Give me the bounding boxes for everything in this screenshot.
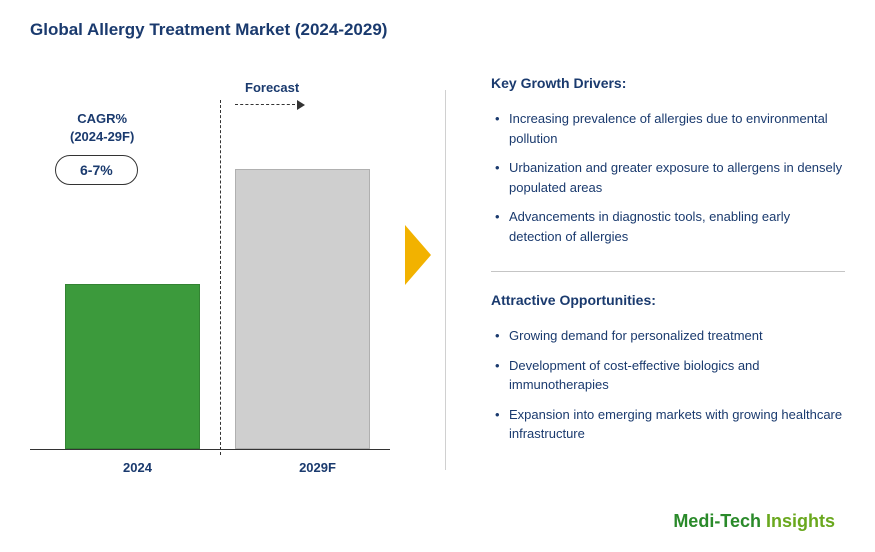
opportunities-heading: Attractive Opportunities:	[491, 292, 845, 308]
forecast-label: Forecast	[245, 80, 299, 95]
vertical-divider	[445, 90, 446, 470]
brand-logo: Medi-Tech Insights	[673, 511, 835, 532]
bar-chart	[30, 130, 390, 450]
opportunities-list: Growing demand for personalized treatmen…	[491, 326, 845, 444]
forecast-arrow-icon	[235, 100, 305, 110]
list-item: Growing demand for personalized treatmen…	[491, 326, 845, 346]
x-label-2029f: 2029F	[250, 460, 385, 475]
x-axis-labels: 2024 2029F	[30, 460, 390, 475]
drivers-list: Increasing prevalence of allergies due t…	[491, 109, 845, 246]
bar-2024	[65, 284, 200, 449]
drivers-heading: Key Growth Drivers:	[491, 75, 845, 91]
logo-part1: Medi-Tech	[673, 511, 766, 531]
page-title: Global Allergy Treatment Market (2024-20…	[30, 20, 845, 40]
chart-panel: CAGR% (2024-29F) 6-7% Forecast 2024 2029…	[30, 70, 430, 475]
list-item: Urbanization and greater exposure to all…	[491, 158, 845, 197]
bar-2029f	[235, 169, 370, 449]
text-panel: Key Growth Drivers: Increasing prevalenc…	[461, 70, 845, 469]
x-label-2024: 2024	[70, 460, 205, 475]
list-item: Increasing prevalence of allergies due t…	[491, 109, 845, 148]
list-item: Advancements in diagnostic tools, enabli…	[491, 207, 845, 246]
cagr-label-line1: CAGR%	[77, 111, 127, 126]
chevron-right-icon	[405, 225, 431, 285]
horizontal-divider	[491, 271, 845, 272]
list-item: Development of cost-effective biologics …	[491, 356, 845, 395]
list-item: Expansion into emerging markets with gro…	[491, 405, 845, 444]
main-content: CAGR% (2024-29F) 6-7% Forecast 2024 2029…	[30, 70, 845, 475]
logo-part2: Insights	[766, 511, 835, 531]
